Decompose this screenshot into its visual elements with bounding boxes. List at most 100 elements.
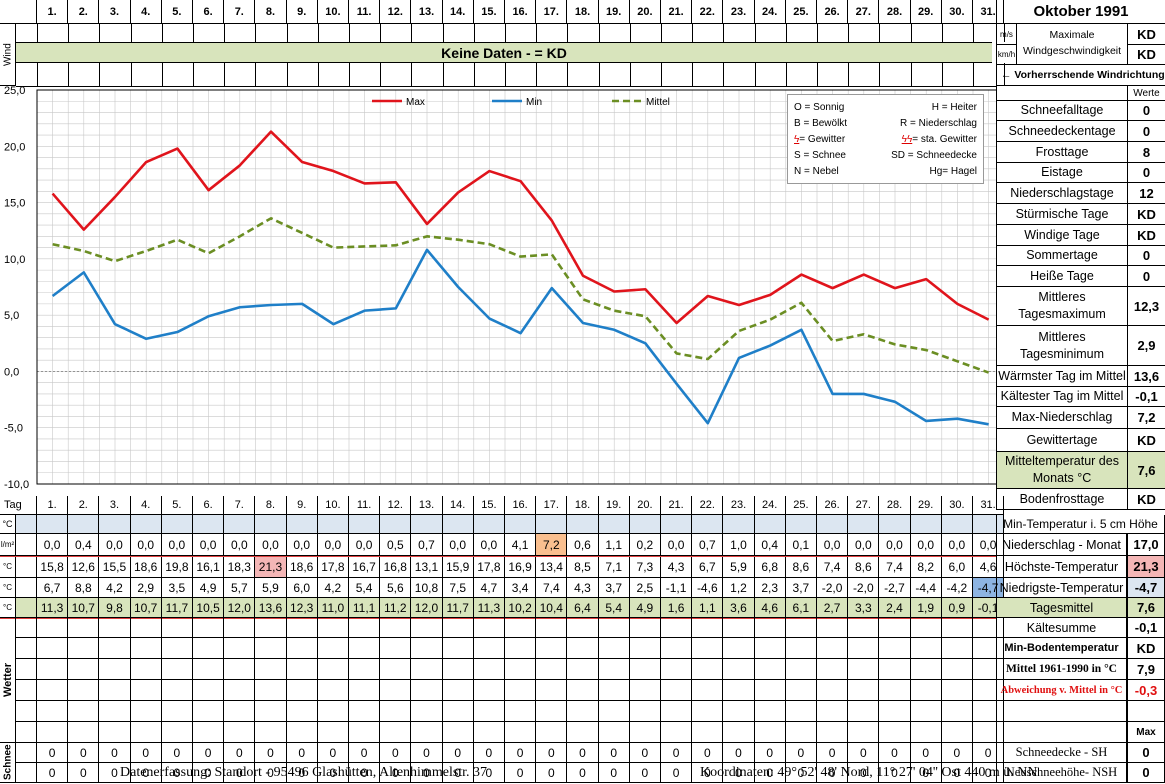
wetter-cell — [598, 701, 630, 722]
day-header-20: 20. — [629, 0, 661, 24]
wetter-cell — [910, 722, 942, 743]
mittel-label: Tagesmittel — [996, 598, 1127, 618]
wetter-cell — [941, 659, 973, 680]
neuschnee-day-4: 0 — [130, 763, 162, 783]
niederschlag-day-2: 0,4 — [68, 534, 100, 556]
mittel6190-value: 7,9 — [1127, 659, 1165, 680]
max-wind-ms: KD — [1127, 24, 1165, 45]
wetter-cell — [349, 680, 381, 701]
hoechst-day-10: 17,8 — [317, 556, 349, 578]
niederschlag-day-28: 0,0 — [879, 534, 911, 556]
niederschlag-day-23: 1,0 — [723, 534, 755, 556]
min_boden-label: Min-Bodentemperatur — [996, 638, 1127, 659]
niederschlag-day-6: 0,0 — [193, 534, 225, 556]
niederschlag-day-25: 0,1 — [785, 534, 817, 556]
niedrigst-day-22: -4,6 — [692, 578, 724, 598]
schneedecke-day-13: 0 — [411, 743, 443, 763]
schneedecke-day-22: 0 — [692, 743, 724, 763]
niedrigst-day-24: 2,3 — [754, 578, 786, 598]
wetter-cell — [567, 722, 599, 743]
wetter-cell — [910, 680, 942, 701]
schneedecke-day-24: 0 — [754, 743, 786, 763]
niederschlag-day-19: 1,1 — [598, 534, 630, 556]
neuschnee-day-1: 0 — [37, 763, 69, 783]
wetter-cell — [99, 680, 131, 701]
legend-symbol-0-1: H = Heiter — [931, 101, 977, 113]
wind-direction-label: ← Vorherrschende Windrichtung — [996, 65, 1165, 86]
wetter-cell — [785, 659, 817, 680]
tag-day-4: 4. — [130, 496, 162, 515]
stat-label-0: Schneefalltage — [996, 101, 1127, 121]
niedrigst-day-20: 2,5 — [629, 578, 661, 598]
min5-cell — [817, 515, 849, 534]
stat-label-2: Frosttage — [996, 142, 1127, 163]
min5-cell — [349, 515, 381, 534]
wetter-cell — [68, 618, 100, 638]
niederschlag-day-21: 0,0 — [661, 534, 693, 556]
blank — [16, 701, 37, 722]
stat-value-11: 13,6 — [1127, 366, 1165, 387]
neuschnee-day-3: 0 — [99, 763, 131, 783]
min5-cell — [317, 515, 349, 534]
schneedecke-day-12: 0 — [380, 743, 412, 763]
schneedecke-day-3: 0 — [99, 743, 131, 763]
wetter-cell — [442, 680, 474, 701]
blank — [16, 556, 37, 578]
wetter-cell — [411, 722, 443, 743]
niederschlag-day-24: 0,4 — [754, 534, 786, 556]
mittel-day-30: 0,9 — [941, 598, 973, 618]
schneedecke-day-29: 0 — [910, 743, 942, 763]
min5-cell — [473, 515, 505, 534]
wetter-cell — [130, 680, 162, 701]
tag-day-30: 30. — [941, 496, 973, 515]
niedrigst-day-6: 4,9 — [193, 578, 225, 598]
stat-value-6: KD — [1127, 225, 1165, 246]
neuschnee-day-22: 0 — [692, 763, 724, 783]
stat-label-10: Mittleres Tagesminimum — [996, 326, 1127, 366]
hoechst-day-14: 15,9 — [442, 556, 474, 578]
niedrigst-label: Niedrigste-Temperatur — [996, 578, 1127, 598]
wetter-cell — [193, 659, 225, 680]
thunder-icon: ϟ — [794, 133, 800, 145]
wetter-cell — [879, 722, 911, 743]
wetter-cell — [317, 722, 349, 743]
day-header-10: 10. — [317, 0, 349, 24]
wetter-cell — [598, 722, 630, 743]
max-wind-kmh: KD — [1127, 45, 1165, 65]
tag-day-14: 14. — [442, 496, 474, 515]
unit-c: °C — [0, 515, 16, 534]
wetter-cell — [193, 722, 225, 743]
blank — [16, 680, 37, 701]
wetter-cell — [349, 701, 381, 722]
wetter-cell — [442, 722, 474, 743]
min5-cell — [754, 515, 786, 534]
tag-day-31: 31. — [973, 496, 1005, 515]
min5-cell — [661, 515, 693, 534]
wetter-cell — [161, 701, 193, 722]
legend-label-max: Max — [406, 97, 425, 108]
day-header-13: 13. — [411, 0, 443, 24]
hoechst-day-31: 4,6 — [973, 556, 1005, 578]
wetter-cell — [754, 618, 786, 638]
min5-cell — [567, 515, 599, 534]
wetter-cell — [349, 659, 381, 680]
legend-label-mittel: Mittel — [646, 97, 670, 108]
wetter-cell — [567, 680, 599, 701]
blank — [16, 763, 37, 783]
wetter-cell — [193, 701, 225, 722]
niederschlag-day-12: 0,5 — [380, 534, 412, 556]
y-tick-label: 15,0 — [4, 198, 25, 210]
wetter-cell — [754, 722, 786, 743]
niedrigst-day-28: -2,7 — [879, 578, 911, 598]
tag-day-7: 7. — [224, 496, 256, 515]
wetter-cell — [879, 680, 911, 701]
niedrigst-day-2: 8,8 — [68, 578, 100, 598]
wetter-cell — [692, 618, 724, 638]
neuschnee-day-19: 0 — [598, 763, 630, 783]
niederschlag-day-29: 0,0 — [910, 534, 942, 556]
stat-value-12: -0,1 — [1127, 387, 1165, 407]
day-header-8: 8. — [255, 0, 287, 24]
min5-cell — [879, 515, 911, 534]
wetter-cell — [224, 722, 256, 743]
wetter-cell — [536, 618, 568, 638]
